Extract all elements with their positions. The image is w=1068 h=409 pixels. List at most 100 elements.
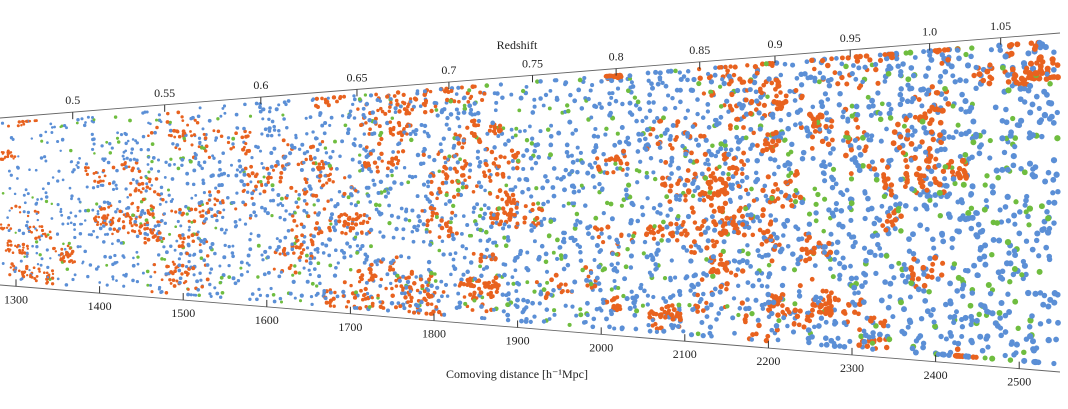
galaxy-point bbox=[137, 169, 142, 174]
galaxy-point bbox=[434, 108, 439, 112]
galaxy-point bbox=[27, 230, 31, 233]
galaxy-point bbox=[567, 119, 573, 125]
galaxy-point bbox=[128, 118, 132, 123]
galaxy-point bbox=[205, 277, 210, 282]
galaxy-point bbox=[565, 262, 571, 268]
galaxy-point bbox=[825, 141, 832, 148]
galaxy-point bbox=[759, 241, 765, 247]
galaxy-point bbox=[337, 214, 342, 219]
galaxy-point bbox=[156, 158, 161, 162]
galaxy-point bbox=[415, 303, 421, 309]
galaxy-point bbox=[607, 235, 612, 240]
galaxy-point bbox=[551, 250, 556, 255]
galaxy-point bbox=[32, 266, 36, 270]
galaxy-point bbox=[195, 279, 200, 284]
galaxy-point bbox=[265, 166, 270, 171]
galaxy-point bbox=[989, 310, 996, 317]
galaxy-point bbox=[515, 158, 521, 164]
galaxy-point bbox=[132, 157, 136, 161]
galaxy-point bbox=[461, 96, 466, 101]
galaxy-point bbox=[205, 263, 210, 267]
galaxy-point bbox=[449, 272, 453, 277]
galaxy-point bbox=[178, 207, 182, 212]
galaxy-point bbox=[615, 86, 621, 91]
galaxy-point bbox=[33, 209, 37, 213]
galaxy-point bbox=[869, 97, 875, 104]
galaxy-point bbox=[723, 161, 728, 166]
galaxy-point bbox=[1029, 313, 1035, 319]
galaxy-point bbox=[429, 217, 434, 222]
galaxy-point bbox=[623, 187, 629, 193]
galaxy-point bbox=[532, 239, 537, 244]
galaxy-point bbox=[410, 229, 415, 234]
galaxy-point bbox=[787, 178, 793, 184]
galaxy-point bbox=[478, 90, 483, 95]
galaxy-point bbox=[191, 239, 196, 243]
galaxy-point bbox=[289, 185, 294, 190]
galaxy-point bbox=[677, 70, 682, 75]
galaxy-point bbox=[795, 261, 801, 267]
galaxy-point bbox=[700, 308, 706, 313]
galaxy-point bbox=[782, 98, 789, 105]
galaxy-point bbox=[108, 182, 112, 186]
galaxy-point bbox=[282, 100, 287, 105]
galaxy-point bbox=[576, 87, 582, 93]
galaxy-point bbox=[366, 193, 371, 198]
galaxy-point bbox=[447, 198, 453, 204]
galaxy-point bbox=[942, 176, 948, 182]
galaxy-point bbox=[816, 240, 822, 246]
galaxy-point bbox=[145, 176, 148, 180]
galaxy-point bbox=[385, 173, 390, 178]
galaxy-point bbox=[25, 251, 29, 255]
galaxy-point bbox=[254, 144, 258, 149]
galaxy-point bbox=[549, 123, 554, 128]
galaxy-point bbox=[85, 185, 89, 189]
galaxy-point bbox=[542, 216, 547, 221]
galaxy-point bbox=[503, 243, 509, 248]
galaxy-point bbox=[658, 158, 664, 164]
galaxy-point bbox=[605, 224, 611, 230]
galaxy-point bbox=[799, 155, 806, 162]
galaxy-point bbox=[306, 214, 311, 219]
galaxy-point bbox=[609, 287, 614, 292]
galaxy-point bbox=[150, 159, 154, 164]
galaxy-point bbox=[733, 124, 740, 131]
galaxy-point bbox=[997, 274, 1004, 281]
galaxy-point bbox=[111, 242, 114, 246]
galaxy-point bbox=[432, 157, 437, 163]
galaxy-point bbox=[594, 275, 600, 281]
galaxy-point bbox=[668, 206, 674, 213]
galaxy-point bbox=[730, 315, 736, 321]
galaxy-point bbox=[557, 284, 562, 289]
galaxy-point bbox=[239, 273, 244, 277]
galaxy-point bbox=[363, 252, 368, 257]
galaxy-point bbox=[821, 244, 827, 250]
galaxy-point bbox=[311, 161, 316, 165]
galaxy-point bbox=[944, 183, 950, 189]
galaxy-point bbox=[501, 309, 506, 314]
galaxy-point bbox=[898, 213, 904, 219]
galaxy-point bbox=[548, 152, 553, 158]
galaxy-point bbox=[566, 108, 571, 114]
galaxy-point bbox=[465, 277, 471, 283]
galaxy-point bbox=[1004, 238, 1012, 246]
galaxy-point bbox=[439, 279, 444, 284]
galaxy-point bbox=[428, 89, 433, 94]
galaxy-point bbox=[722, 139, 728, 144]
galaxy-point bbox=[530, 166, 534, 171]
galaxy-point bbox=[615, 303, 621, 309]
galaxy-point bbox=[35, 212, 39, 216]
galaxy-point bbox=[372, 119, 378, 125]
galaxy-point bbox=[318, 142, 322, 147]
galaxy-point bbox=[529, 194, 534, 199]
galaxy-point bbox=[777, 295, 783, 301]
galaxy-point bbox=[950, 103, 956, 109]
galaxy-point bbox=[797, 308, 803, 314]
galaxy-point bbox=[713, 153, 719, 159]
galaxy-point bbox=[422, 123, 428, 129]
galaxy-point bbox=[295, 224, 299, 228]
galaxy-point bbox=[813, 210, 819, 216]
galaxy-point bbox=[1005, 79, 1012, 85]
galaxy-point bbox=[43, 155, 47, 159]
galaxy-point bbox=[365, 220, 370, 225]
